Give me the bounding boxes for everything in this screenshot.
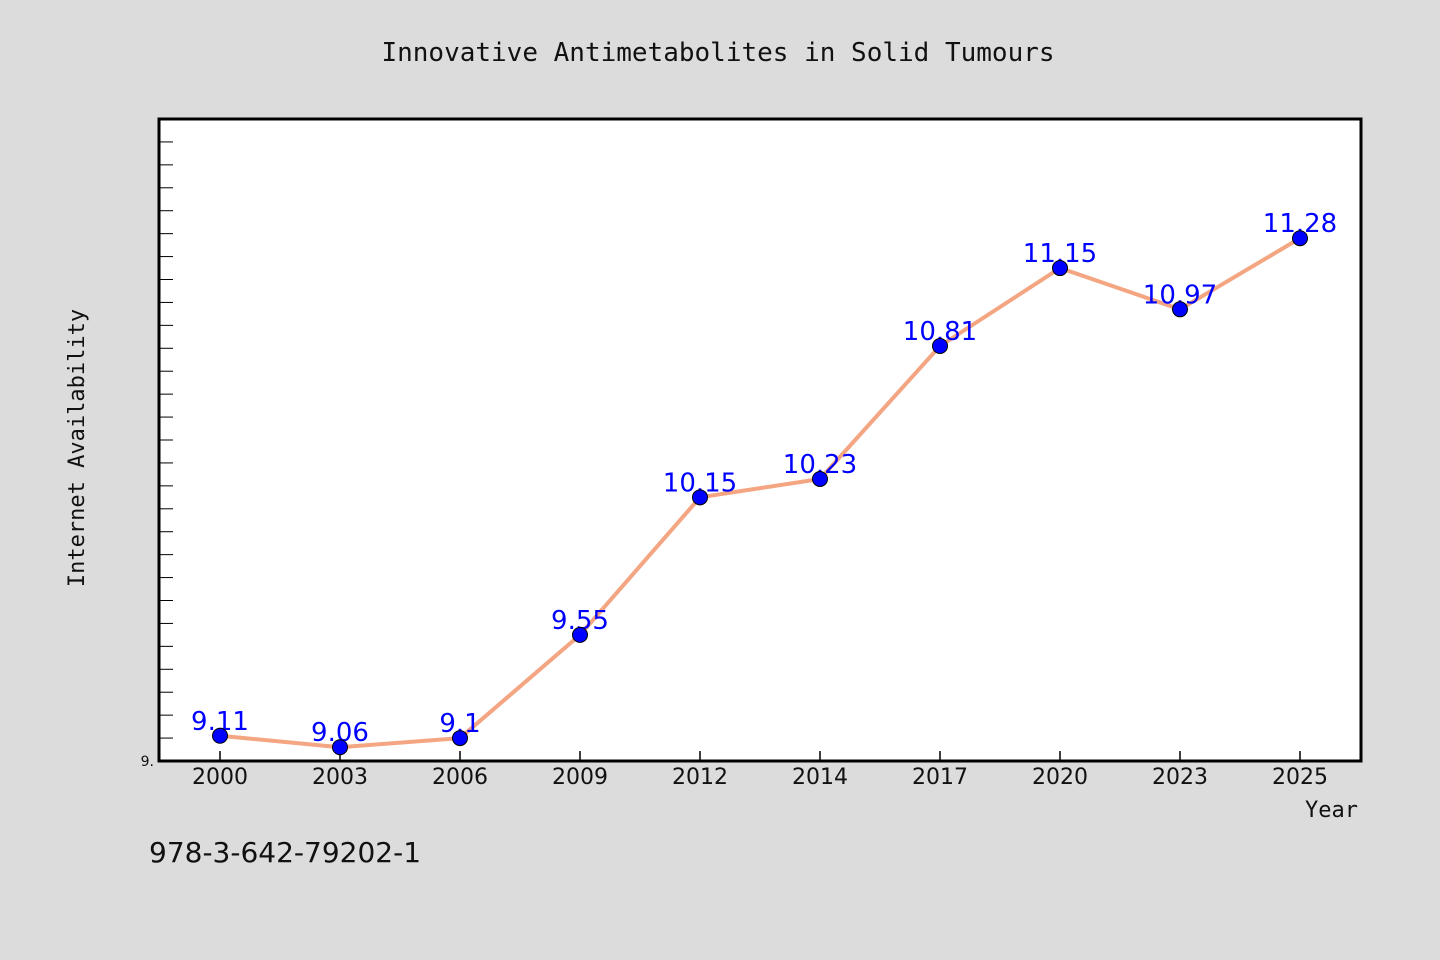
x-tick-label: 2023 [1152,765,1208,790]
x-tick-label: 2025 [1272,765,1328,790]
y-tick-label: 9. [141,754,154,770]
x-tick-label: 2006 [432,765,488,790]
data-point[interactable] [212,727,228,744]
y-axis-label: Internet Availability [65,309,90,587]
series-group: 9.11 9.06 9.19.5510.1510.2310.8111.1510.97… [191,209,1337,756]
data-point[interactable] [572,626,588,643]
x-tick-label: 2000 [192,765,248,790]
x-tick-label: 2009 [552,765,608,790]
chart-title: Innovative Antimetabolites in Solid Tumo… [381,38,1054,68]
x-tick-label: 2017 [912,765,968,790]
x-axis-ticks: 2000 2003 2006 2009 2012 2014 2017 2020 2023 2025 [192,751,1328,790]
x-axis-label: Year [1305,798,1358,823]
y-axis-ticks [159,141,173,739]
x-tick-label: 2020 [1032,765,1088,790]
data-point[interactable] [1052,260,1068,277]
data-point[interactable] [332,739,348,756]
series-line [219,236,1302,750]
data-point[interactable] [452,730,468,747]
data-point[interactable] [932,337,948,354]
data-point[interactable] [1292,230,1308,247]
x-tick-label: 2014 [792,765,848,790]
data-point[interactable] [812,470,828,487]
isbn-footer: 978-3-642-79202-1 [149,836,421,869]
x-tick-label: 2012 [672,765,728,790]
x-tick-label: 2003 [312,765,368,790]
data-point[interactable] [692,489,708,506]
data-point[interactable] [1172,301,1188,318]
plot-area [157,117,1363,763]
